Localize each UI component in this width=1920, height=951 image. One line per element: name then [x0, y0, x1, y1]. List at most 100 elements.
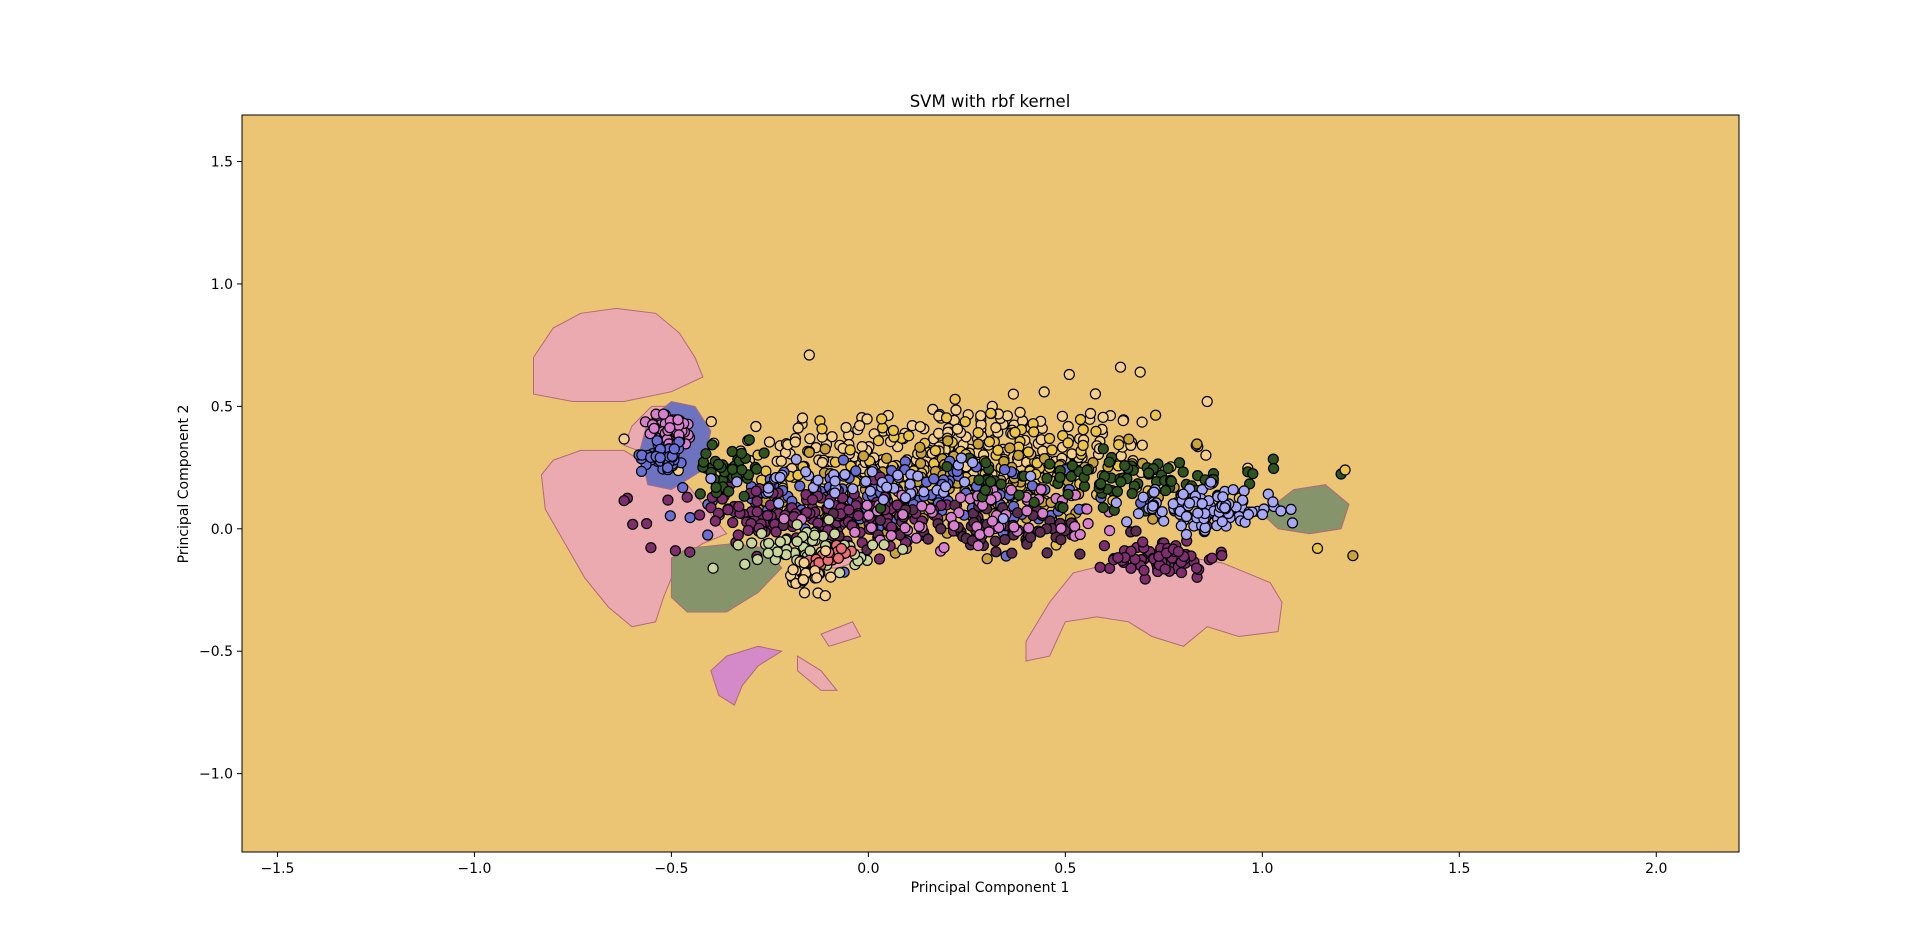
data-point-248 [705, 416, 717, 428]
data-point-1090 [1081, 503, 1093, 515]
data-point-1371 [1238, 485, 1250, 497]
decision-region-5 [820, 621, 862, 647]
decision-region-6 [797, 655, 838, 691]
data-point-1306 [723, 485, 735, 497]
data-point-553 [794, 480, 806, 492]
data-point-823 [750, 485, 762, 497]
data-point-1587 [819, 590, 831, 602]
data-point-894 [1094, 561, 1106, 573]
data-point-50 [804, 433, 816, 445]
data-point-785 [742, 524, 754, 537]
data-point-998 [1055, 534, 1067, 546]
data-point-1137 [983, 526, 995, 538]
data-point-1477 [847, 483, 859, 495]
data-point-1234 [1115, 476, 1127, 488]
data-point-1460 [829, 487, 841, 499]
data-point-1555 [835, 542, 848, 555]
data-point-1500 [878, 539, 890, 551]
data-point-1514 [774, 536, 786, 548]
data-point-1095 [1082, 517, 1094, 530]
data-point-929 [1175, 566, 1188, 579]
data-point-692 [751, 495, 763, 507]
data-point-1075 [1103, 524, 1116, 537]
data-point-495 [880, 452, 893, 464]
data-point-834 [727, 516, 739, 529]
data-point-1274 [1054, 471, 1066, 483]
data-point-927 [1172, 545, 1185, 558]
data-point-743 [669, 545, 682, 557]
data-point-94 [1136, 439, 1148, 451]
data-point-1195 [1162, 462, 1174, 474]
data-point-962 [1011, 507, 1024, 519]
data-point-1381 [1137, 491, 1149, 503]
data-point-205 [775, 455, 787, 467]
data-point-1318 [735, 447, 748, 459]
data-point-1119 [1035, 483, 1047, 496]
data-point-371 [903, 430, 915, 442]
data-point-1380 [1110, 497, 1122, 509]
data-point-1379 [1205, 476, 1217, 488]
data-point-1584 [798, 587, 811, 599]
data-point-297 [959, 416, 971, 428]
data-point-488 [1012, 449, 1025, 461]
data-point-1492 [823, 514, 835, 526]
data-point-296 [940, 412, 953, 424]
data-point-386 [949, 393, 961, 405]
data-point-1120 [849, 526, 861, 538]
data-point-1300 [750, 463, 763, 475]
data-point-53 [796, 412, 809, 424]
data-point-370 [1090, 425, 1102, 437]
data-point-825 [843, 504, 855, 516]
data-point-1056 [657, 408, 670, 420]
data-point-1238 [1173, 457, 1186, 469]
data-point-1343 [1285, 503, 1297, 515]
y-tick-label-0: −1.0 [199, 767, 233, 783]
data-point-643 [677, 482, 689, 494]
data-point-798 [693, 509, 706, 521]
data-point-996 [1024, 531, 1037, 544]
data-point-896 [1216, 549, 1228, 562]
data-point-800 [852, 509, 864, 522]
data-point-366 [972, 427, 984, 439]
data-point-816 [761, 509, 774, 522]
data-point-1428 [1192, 507, 1204, 519]
data-point-1237 [980, 457, 992, 469]
x-axis-label: Principal Component 1 [911, 880, 1070, 896]
data-point-7 [1084, 407, 1097, 420]
data-point-80 [1014, 406, 1026, 418]
data-point-669 [998, 464, 1011, 476]
data-point-1402 [1256, 508, 1269, 521]
data-point-1590 [1339, 464, 1351, 476]
data-point-1473 [904, 478, 916, 490]
y-tick-label-5: 1.5 [211, 155, 233, 171]
data-point-1418 [1267, 496, 1279, 508]
data-point-920 [1159, 563, 1171, 575]
data-point-1356 [1121, 516, 1133, 528]
data-point-1102 [778, 513, 790, 525]
data-point-1467 [1025, 470, 1037, 482]
data-point-1186 [661, 462, 674, 474]
data-point-1229 [1062, 488, 1074, 500]
data-point-1468 [800, 466, 812, 478]
data-point-486 [972, 438, 984, 450]
data-point-1128 [938, 541, 950, 554]
plot-frame [241, 114, 1740, 853]
data-point-430 [1004, 442, 1016, 454]
data-point-1135 [1008, 521, 1020, 533]
x-tick-label-7: 2.0 [1645, 861, 1667, 877]
data-point-1415 [1196, 498, 1208, 510]
data-point-804 [733, 500, 745, 513]
data-point-1527 [866, 539, 879, 551]
data-point-1592 [1311, 542, 1324, 555]
data-point-163 [1056, 410, 1069, 422]
data-point-1427 [1132, 507, 1145, 520]
data-point-1296 [738, 490, 750, 502]
data-point-374 [1043, 432, 1056, 445]
data-point-1351 [1286, 517, 1299, 529]
data-point-1530 [897, 543, 909, 555]
data-point-161 [1001, 410, 1014, 422]
data-point-1085 [1023, 522, 1035, 534]
data-point-753 [645, 542, 657, 554]
data-point-1221 [1267, 453, 1279, 465]
data-point-1446 [731, 476, 743, 488]
